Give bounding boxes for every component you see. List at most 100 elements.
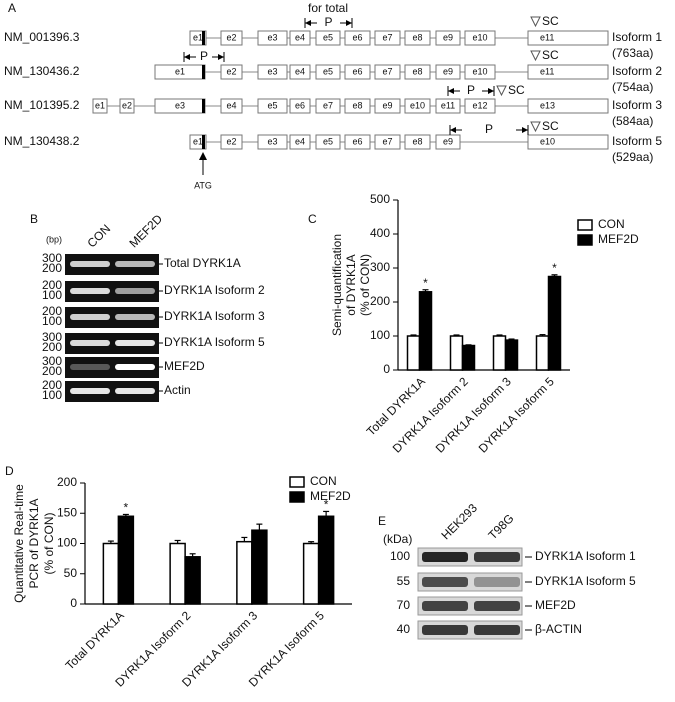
exon — [344, 134, 371, 150]
start-arrow-head — [199, 152, 207, 160]
isoform-length: (763aa) — [612, 46, 653, 60]
exon — [374, 134, 401, 150]
y-tick-label: 150 — [57, 505, 77, 519]
stop-marker — [530, 16, 541, 28]
exon — [435, 64, 461, 80]
y-tick-label: 50 — [64, 566, 78, 580]
exon-label: e1 — [95, 100, 105, 110]
stop-label: SC — [542, 14, 559, 28]
exon — [257, 64, 288, 80]
stop-marker — [530, 121, 541, 133]
marker-label: 55 — [397, 574, 411, 588]
exon-label: e10 — [540, 136, 555, 146]
blot-band — [422, 601, 468, 611]
isoform-name: Isoform 5 — [612, 134, 662, 148]
blot-label: DYRK1A Isoform 3 — [164, 309, 265, 323]
exon — [119, 98, 135, 114]
exon-label: e9 — [443, 136, 453, 146]
exon — [289, 64, 311, 80]
exon-label: e2 — [226, 32, 236, 42]
y-axis-label: of DYRK1A — [344, 254, 358, 315]
x-tick-label: DYRK1A Isoform 2 — [390, 374, 471, 455]
blot-band — [474, 601, 520, 611]
gel-band — [70, 314, 110, 320]
exon — [315, 98, 341, 114]
blot-label: DYRK1A Isoform 5 — [164, 335, 265, 349]
exon — [257, 134, 288, 150]
exon — [344, 98, 371, 114]
legend-swatch — [577, 219, 593, 231]
marker-label: 100 — [42, 288, 62, 302]
bar — [547, 275, 562, 371]
x-tick-label: DYRK1A Isoform 3 — [433, 374, 514, 455]
blot-band — [474, 552, 520, 562]
exon-label: e5 — [323, 32, 333, 42]
primer-label: P — [467, 83, 475, 97]
blot-label: Total DYRK1A — [164, 256, 241, 270]
exon — [404, 98, 431, 114]
primer-head — [305, 20, 311, 26]
primer-label: P — [485, 122, 493, 136]
bar — [535, 335, 550, 371]
exon — [527, 64, 609, 80]
stop-marker — [496, 85, 507, 97]
gel — [65, 281, 159, 302]
primer-head — [184, 54, 190, 60]
exon — [435, 98, 461, 114]
gel-band — [115, 340, 155, 346]
exon — [289, 30, 311, 46]
exon — [315, 134, 341, 150]
gel-band — [70, 261, 110, 267]
x-tick-label: DYRK1A Isoform 5 — [476, 374, 557, 455]
exon — [374, 30, 401, 46]
panel-label: E — [378, 514, 386, 528]
exon — [92, 98, 108, 114]
bar — [317, 515, 335, 605]
y-axis-label: (% of CON) — [358, 254, 372, 316]
y-axis-label: (% of CON) — [42, 512, 56, 574]
blot-band — [422, 625, 468, 635]
gel-band — [70, 364, 110, 370]
blot-label: DYRK1A Isoform 2 — [164, 283, 265, 297]
legend-swatch — [577, 234, 593, 246]
exon-label: e11 — [540, 32, 554, 42]
y-tick-label: 400 — [370, 226, 390, 240]
exon — [464, 30, 496, 46]
exon-label: e2 — [122, 100, 132, 110]
exon — [464, 64, 496, 80]
y-tick-label: 200 — [370, 294, 390, 308]
exon-label: e5 — [323, 66, 333, 76]
exon — [344, 64, 371, 80]
bar — [492, 335, 507, 371]
marker-label: 200 — [42, 364, 62, 378]
stop-label: SC — [542, 119, 559, 133]
stop-marker — [530, 50, 541, 62]
y-axis-label: Semi-quantification — [330, 234, 344, 336]
legend-label: MEF2D — [310, 489, 351, 503]
accession: NM_001396.3 — [4, 30, 80, 44]
exon-label: e8 — [412, 66, 422, 76]
bar — [102, 542, 120, 605]
marker-label: 200 — [42, 261, 62, 275]
gel — [65, 254, 159, 275]
marker-label: 40 — [397, 622, 411, 636]
exon-label: e7 — [382, 66, 392, 76]
marker-label: 100 — [42, 314, 62, 328]
blot-band — [422, 552, 468, 562]
exon-label: e8 — [412, 136, 422, 146]
primer-head — [218, 54, 224, 60]
y-tick-label: 100 — [370, 328, 390, 342]
blot-label: DYRK1A Isoform 5 — [535, 574, 636, 588]
exon-label: e13 — [540, 100, 555, 110]
exon — [435, 134, 461, 150]
gel — [65, 307, 159, 328]
accession: NM_101395.2 — [4, 98, 80, 112]
gel-band — [70, 340, 110, 346]
exon — [374, 64, 401, 80]
primer-head — [448, 88, 454, 94]
blot-band — [474, 625, 520, 635]
exon-label: e5 — [323, 136, 333, 146]
marker-label: 200 — [42, 378, 62, 392]
legend-label: MEF2D — [598, 232, 639, 246]
